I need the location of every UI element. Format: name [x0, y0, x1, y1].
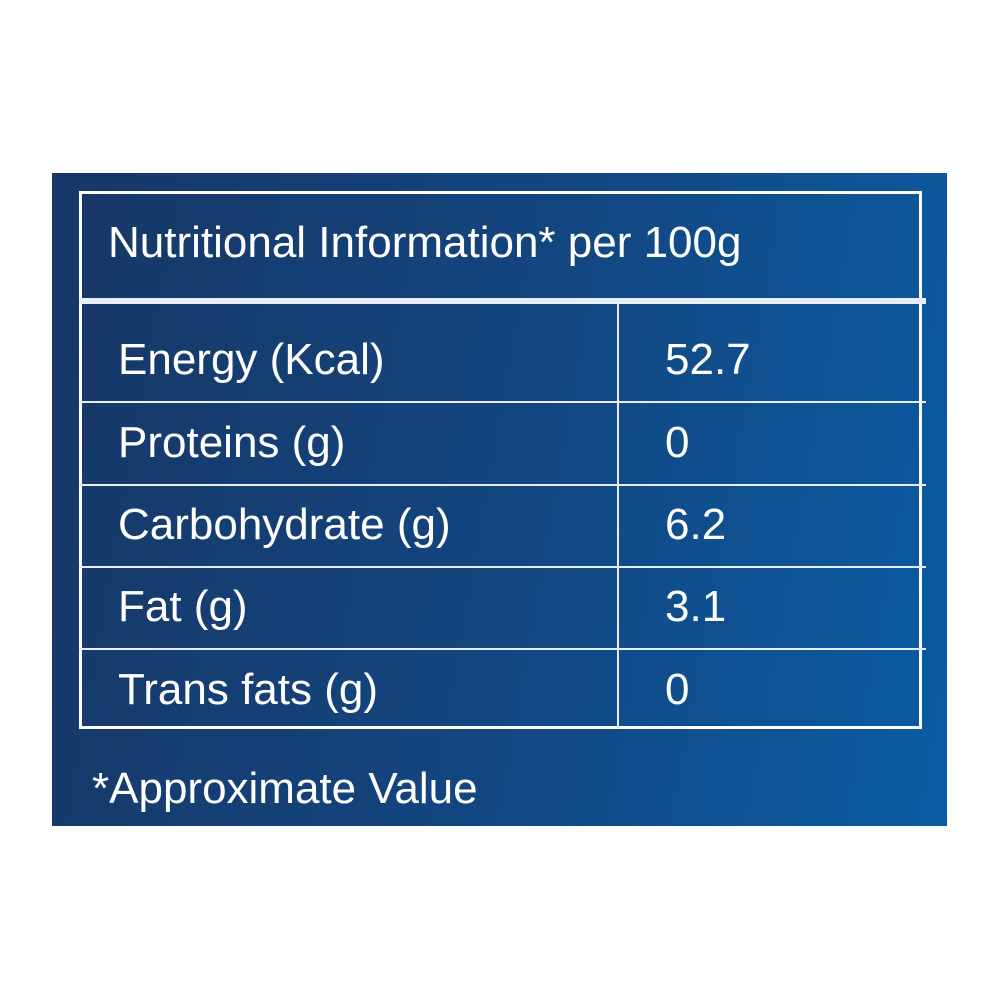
nutrient-name: Energy (Kcal)	[118, 335, 385, 384]
row-separator	[79, 566, 926, 568]
row-separator	[79, 648, 926, 650]
nutrient-value: 0	[665, 418, 690, 467]
nutrient-value: 6.2	[665, 500, 727, 549]
nutrient-value: 3.1	[665, 582, 727, 631]
nutrient-name: Proteins (g)	[118, 418, 346, 467]
row-separator	[79, 484, 926, 486]
nutrient-name: Carbohydrate (g)	[118, 500, 451, 549]
row-separator	[79, 401, 926, 403]
nutrient-name: Trans fats (g)	[118, 665, 378, 714]
nutrition-panel: Nutritional Information* per 100g Energy…	[52, 173, 947, 826]
table-border	[79, 191, 922, 729]
column-separator	[617, 304, 619, 729]
nutrient-name: Fat (g)	[118, 582, 248, 631]
nutrient-value: 52.7	[665, 335, 751, 384]
header-separator	[79, 298, 926, 304]
nutrient-value: 0	[665, 665, 690, 714]
table-title: Nutritional Information* per 100g	[108, 218, 742, 267]
footnote: *Approximate Value	[92, 764, 478, 813]
